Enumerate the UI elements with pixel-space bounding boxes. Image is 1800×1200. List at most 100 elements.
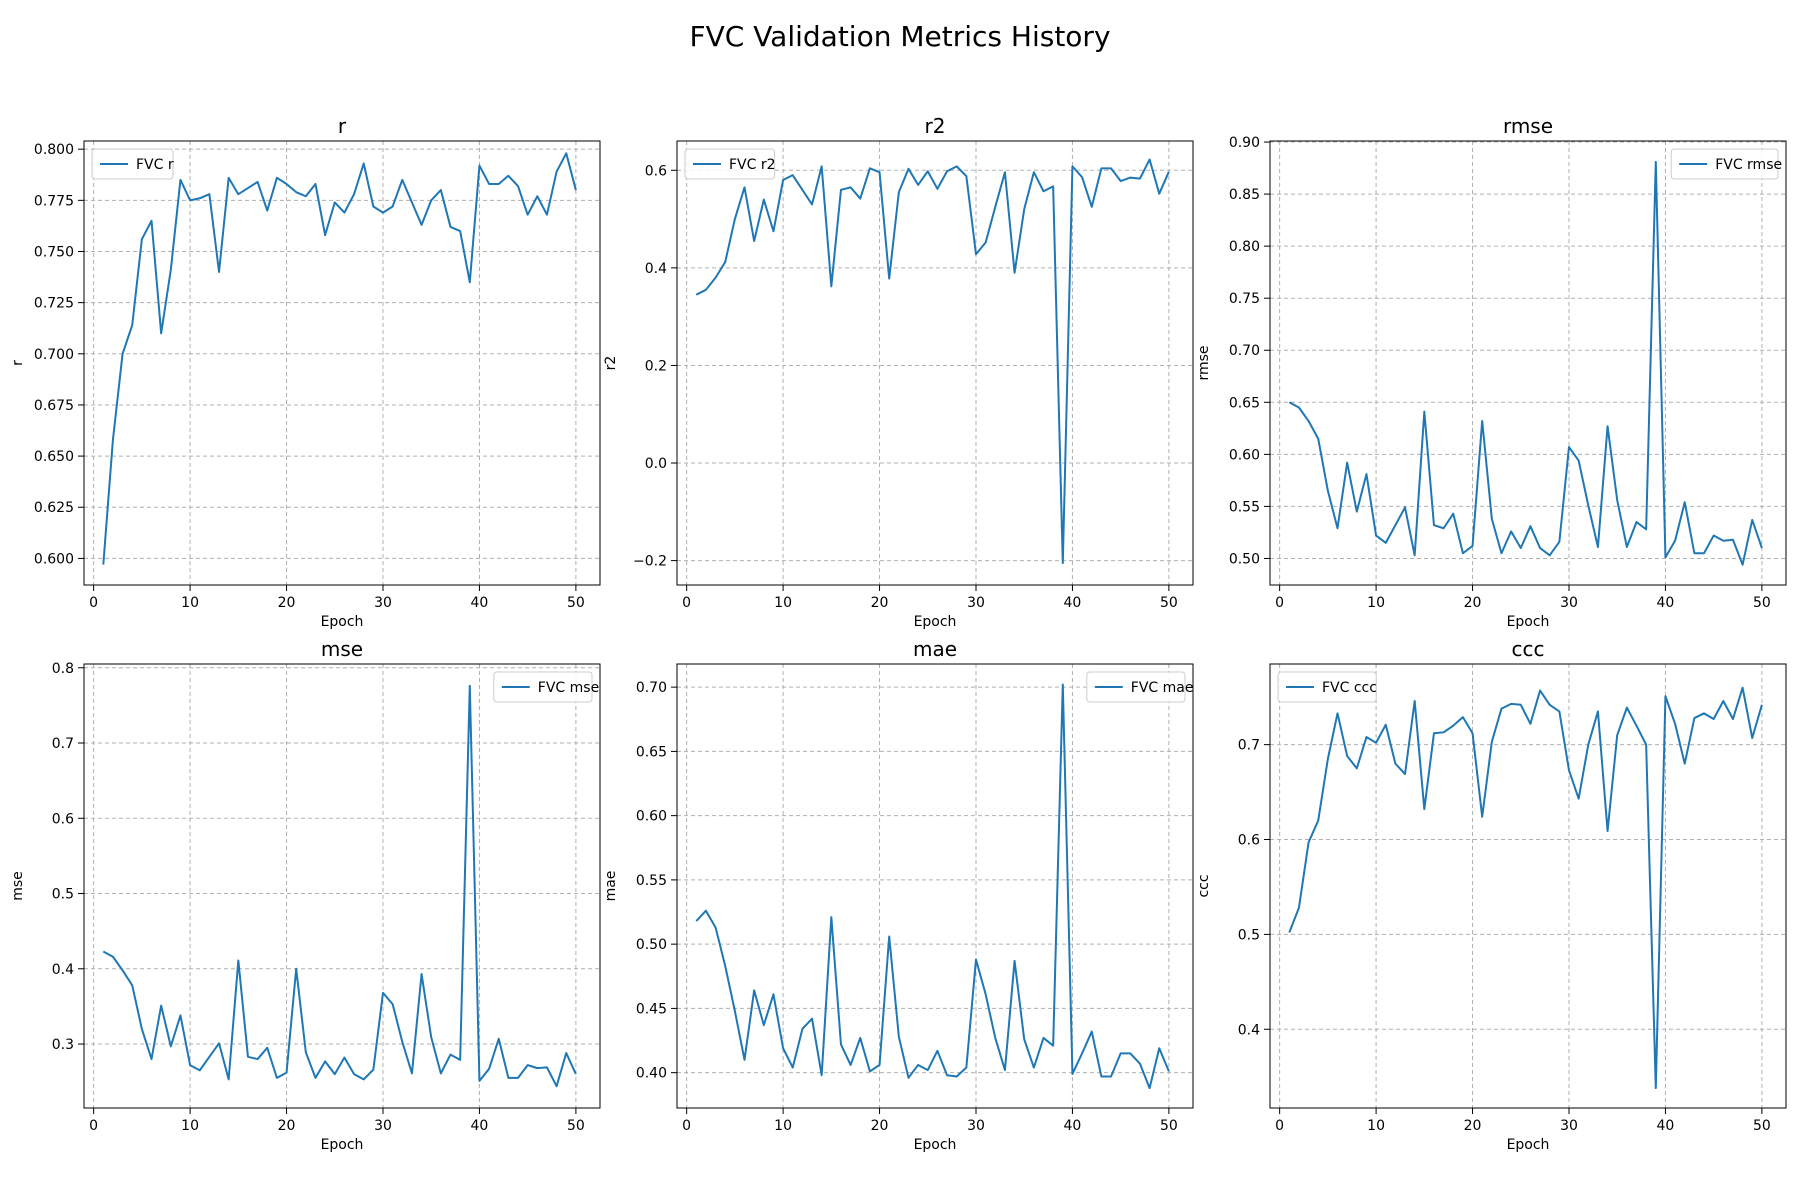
plot-frame [83, 663, 601, 1109]
y-tick-label: 0.45 [636, 1001, 667, 1017]
series-line-r [102, 152, 577, 565]
y-tick-label: 0.4 [1238, 1022, 1260, 1038]
x-tick-label: 0 [682, 1118, 691, 1134]
y-axis-label: mse [10, 871, 26, 901]
y-tick-label: 0.70 [1229, 343, 1260, 359]
series-line-rmse [1288, 160, 1763, 566]
y-tick-label: 0.80 [1229, 239, 1260, 255]
x-tick-label: 40 [1657, 595, 1675, 611]
plot-frame [1269, 663, 1787, 1109]
x-tick-label: 10 [1367, 595, 1385, 611]
x-tick-label: 30 [1560, 1118, 1578, 1134]
legend: FVC mse [493, 671, 599, 703]
y-tick-label: 0.5 [52, 887, 74, 903]
y-tick-label: 0.2 [645, 358, 667, 374]
y-tick-label: 0.60 [1229, 447, 1260, 463]
x-axis-label: Epoch [914, 614, 957, 630]
legend-box [493, 671, 593, 703]
y-tick-label: 0.0 [645, 456, 667, 472]
series-line-mae [695, 683, 1170, 1090]
y-tick-label: 0.625 [34, 500, 74, 516]
y-tick-label: 0.70 [636, 680, 667, 696]
legend-box [1670, 148, 1779, 180]
x-tick-label: 10 [181, 1118, 199, 1134]
legend: FVC r [91, 148, 174, 180]
x-tick-label: 50 [1753, 595, 1771, 611]
y-tick-label: 0.4 [645, 261, 667, 277]
y-tick-label: 0.65 [1229, 395, 1260, 411]
x-tick-label: 40 [1064, 1118, 1082, 1134]
x-tick-label: 10 [1367, 1118, 1385, 1134]
legend-box [1277, 671, 1377, 703]
x-axis-label: Epoch [1507, 1137, 1550, 1153]
x-tick-label: 10 [181, 595, 199, 611]
subplot-r2: 0 10 20 30 40 50 −0.2 0.0 0.2 0.4 0.6 r2 Epoch r2 FVC … [603, 114, 1194, 630]
x-tick-label: 10 [774, 595, 792, 611]
legend-label: FVC mse [538, 680, 599, 696]
y-tick-label: 0.90 [1229, 135, 1260, 151]
subplot-title: r2 [925, 114, 946, 138]
y-tick-label: 0.75 [1229, 291, 1260, 307]
y-tick-label: 0.65 [636, 744, 667, 760]
y-tick-label: 0.775 [34, 193, 74, 209]
y-tick-label: 0.55 [1229, 499, 1260, 515]
y-tick-label: 0.6 [1238, 833, 1260, 849]
y-tick-label: 0.8 [52, 661, 74, 677]
y-tick-label: 0.60 [636, 809, 667, 825]
legend: FVC mae [1086, 671, 1193, 703]
subplot-title: r [338, 114, 347, 138]
legend-label: FVC r [136, 157, 174, 173]
y-axis-label: rmse [1196, 345, 1212, 380]
plot-frame [676, 663, 1194, 1109]
x-tick-label: 50 [1753, 1118, 1771, 1134]
x-axis-label: Epoch [321, 1137, 364, 1153]
y-tick-label: 0.6 [645, 163, 667, 179]
legend-box [91, 148, 174, 180]
x-tick-label: 0 [1275, 1118, 1284, 1134]
y-tick-label: 0.750 [34, 244, 74, 260]
y-axis-label: r2 [603, 356, 619, 371]
legend-label: FVC rmse [1715, 157, 1782, 173]
y-tick-label: 0.50 [636, 937, 667, 953]
subplot-title: ccc [1512, 637, 1545, 661]
y-tick-label: 0.6 [52, 811, 74, 827]
series-line-mse [102, 684, 577, 1088]
x-tick-label: 30 [374, 1118, 392, 1134]
x-tick-label: 50 [1160, 1118, 1178, 1134]
x-tick-label: 40 [1657, 1118, 1675, 1134]
x-tick-label: 20 [1464, 595, 1482, 611]
y-tick-label: 0.4 [52, 962, 74, 978]
legend-box [684, 148, 776, 180]
y-axis-label: ccc [1196, 874, 1212, 897]
plot-frame [676, 140, 1194, 586]
y-tick-label: 0.40 [636, 1066, 667, 1082]
y-tick-label: 0.7 [1238, 738, 1260, 754]
legend-box [1086, 671, 1186, 703]
x-axis-label: Epoch [1507, 614, 1550, 630]
y-axis-label: r [10, 360, 26, 366]
x-axis-label: Epoch [914, 1137, 957, 1153]
subplot-mse: 0 10 20 30 40 50 0.3 0.4 0.5 0.6 0.7 0.8 mse Epoch mse… [10, 637, 601, 1153]
x-tick-label: 40 [1064, 595, 1082, 611]
y-tick-label: 0.50 [1229, 551, 1260, 567]
y-tick-label: 0.5 [1238, 927, 1260, 943]
subplot-rmse: 0 10 20 30 40 50 0.50 0.55 0.60 0.65 0.70 0.75 0.80 0… [1196, 114, 1787, 630]
y-tick-label: 0.725 [34, 296, 74, 312]
x-tick-label: 20 [871, 1118, 889, 1134]
x-tick-label: 0 [89, 1118, 98, 1134]
x-tick-label: 40 [471, 595, 489, 611]
x-tick-label: 0 [682, 595, 691, 611]
y-axis-label: mae [603, 871, 619, 902]
legend-label: FVC ccc [1322, 680, 1377, 696]
subplot-mae: 0 10 20 30 40 50 0.40 0.45 0.50 0.55 0.60 0.65 0.70 m… [603, 637, 1194, 1153]
x-tick-label: 30 [374, 595, 392, 611]
subplot-grid: 0 10 20 30 40 500.6000.6250.6500.6750.7000.72… [10, 114, 1787, 1153]
y-tick-label: 0.600 [34, 551, 74, 567]
series-line-r2 [695, 158, 1170, 565]
x-tick-label: 0 [1275, 595, 1284, 611]
y-tick-label: −0.2 [633, 554, 667, 570]
subplot-ccc: 0 10 20 30 40 50 0.4 0.5 0.6 0.7 ccc Epoch ccc FVC cc… [1196, 637, 1787, 1153]
series-line-ccc [1288, 686, 1763, 1090]
subplot-title: mae [913, 637, 957, 661]
